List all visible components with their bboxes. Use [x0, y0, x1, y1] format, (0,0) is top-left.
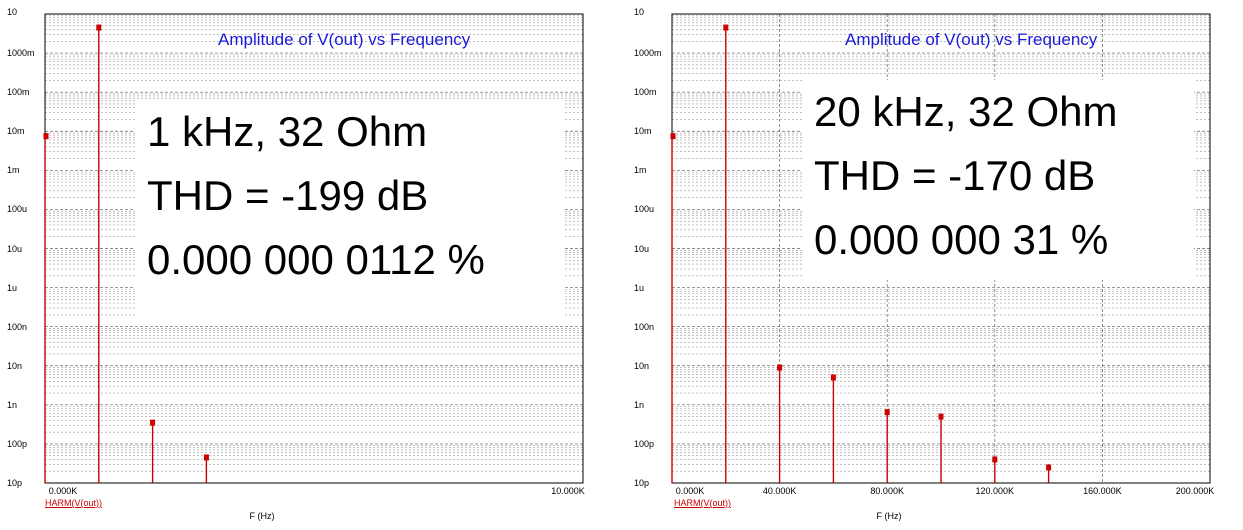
x-tick-label: 160.000K — [1083, 486, 1122, 496]
y-tick-label: 1u — [634, 282, 645, 293]
annotation-line: 20 kHz, 32 Ohm — [814, 88, 1118, 135]
x-tick-label: 0.000K — [48, 486, 78, 496]
y-tick-label: 100m — [7, 87, 30, 98]
annotation-line: THD = -170 dB — [814, 152, 1096, 199]
y-tick-label: 100u — [7, 204, 28, 215]
harmonic-marker — [938, 413, 944, 420]
chart-title: Amplitude of V(out) vs Frequency — [845, 30, 1098, 49]
harmonic-marker — [43, 133, 49, 140]
annotation-line: 0.000 000 31 % — [814, 216, 1109, 263]
x-tick-label: 0.000K — [675, 486, 705, 496]
y-tick-label: 100n — [7, 321, 28, 332]
y-tick-label: 1n — [7, 399, 18, 410]
y-tick-label: 100p — [634, 438, 655, 449]
y-tick-label: 10m — [634, 126, 652, 137]
annotation-line: THD = -199 dB — [147, 172, 429, 219]
y-tick-label: 1u — [7, 282, 18, 293]
trace-legend[interactable]: HARM(V(out)) — [674, 498, 732, 508]
y-tick-label: 10p — [7, 478, 23, 488]
y-tick-label: 10 — [634, 7, 645, 17]
annotation-line: 1 kHz, 32 Ohm — [147, 108, 428, 155]
harmonic-marker — [884, 409, 890, 416]
y-tick-label: 10n — [7, 360, 23, 371]
y-tick-label: 100u — [634, 204, 655, 215]
y-tick-label: 1n — [634, 399, 645, 410]
y-tick-label: 1m — [634, 165, 647, 176]
y-tick-label: 1m — [7, 165, 20, 176]
x-tick-label: 40.000K — [762, 486, 797, 496]
y-tick-label: 10 — [7, 7, 18, 17]
y-tick-label: 10u — [634, 243, 650, 254]
harmonic-marker — [1046, 464, 1052, 471]
harmonic-marker — [992, 456, 998, 463]
y-tick-label: 100m — [634, 87, 657, 98]
harmonic-marker — [670, 133, 676, 140]
harmonic-marker — [723, 24, 729, 31]
y-tick-label: 100p — [7, 438, 28, 449]
y-tick-label: 10n — [634, 360, 650, 371]
trace-legend[interactable]: HARM(V(out)) — [45, 498, 103, 508]
x-axis-label: F (Hz) — [876, 511, 902, 521]
y-tick-label: 1000m — [7, 48, 35, 59]
chart-title: Amplitude of V(out) vs Frequency — [218, 30, 471, 49]
thd-annotation: 20 kHz, 32 Ohm THD = -170 dB 0.000 000 31 … — [802, 80, 1194, 280]
x-tick-label: 80.000K — [870, 486, 904, 496]
harmonic-marker — [203, 454, 209, 461]
spectrum-panel-20khz: 10p 100p 1n 10n 100n 1u 10u 100u 1m 10m 100m 1000m 1… — [627, 0, 1243, 530]
x-tick-label: 200.000K — [1175, 486, 1215, 496]
annotation-line: 0.000 000 0112 % — [147, 236, 485, 283]
harmonic-marker — [830, 374, 836, 381]
thd-annotation: 1 kHz, 32 Ohm THD = -199 dB 0.000 000 0112… — [135, 100, 563, 320]
y-tick-label: 10p — [634, 478, 650, 488]
harmonic-marker — [777, 364, 783, 371]
spectrum-panel-1khz: 10p 100p 1n 10n 100n 1u 10u 100u 1m 10m 100m 1000m 1… — [0, 0, 620, 530]
y-tick-label: 1000m — [634, 48, 662, 59]
harmonic-marker — [150, 419, 156, 426]
x-axis-label: F (Hz) — [249, 511, 275, 521]
y-tick-label: 10u — [7, 243, 23, 254]
y-tick-label: 100n — [634, 321, 655, 332]
y-tick-label: 10m — [7, 126, 25, 137]
x-tick-label: 10.000K — [551, 486, 585, 496]
harmonic-marker — [96, 24, 102, 31]
x-tick-label: 120.000K — [975, 486, 1015, 496]
